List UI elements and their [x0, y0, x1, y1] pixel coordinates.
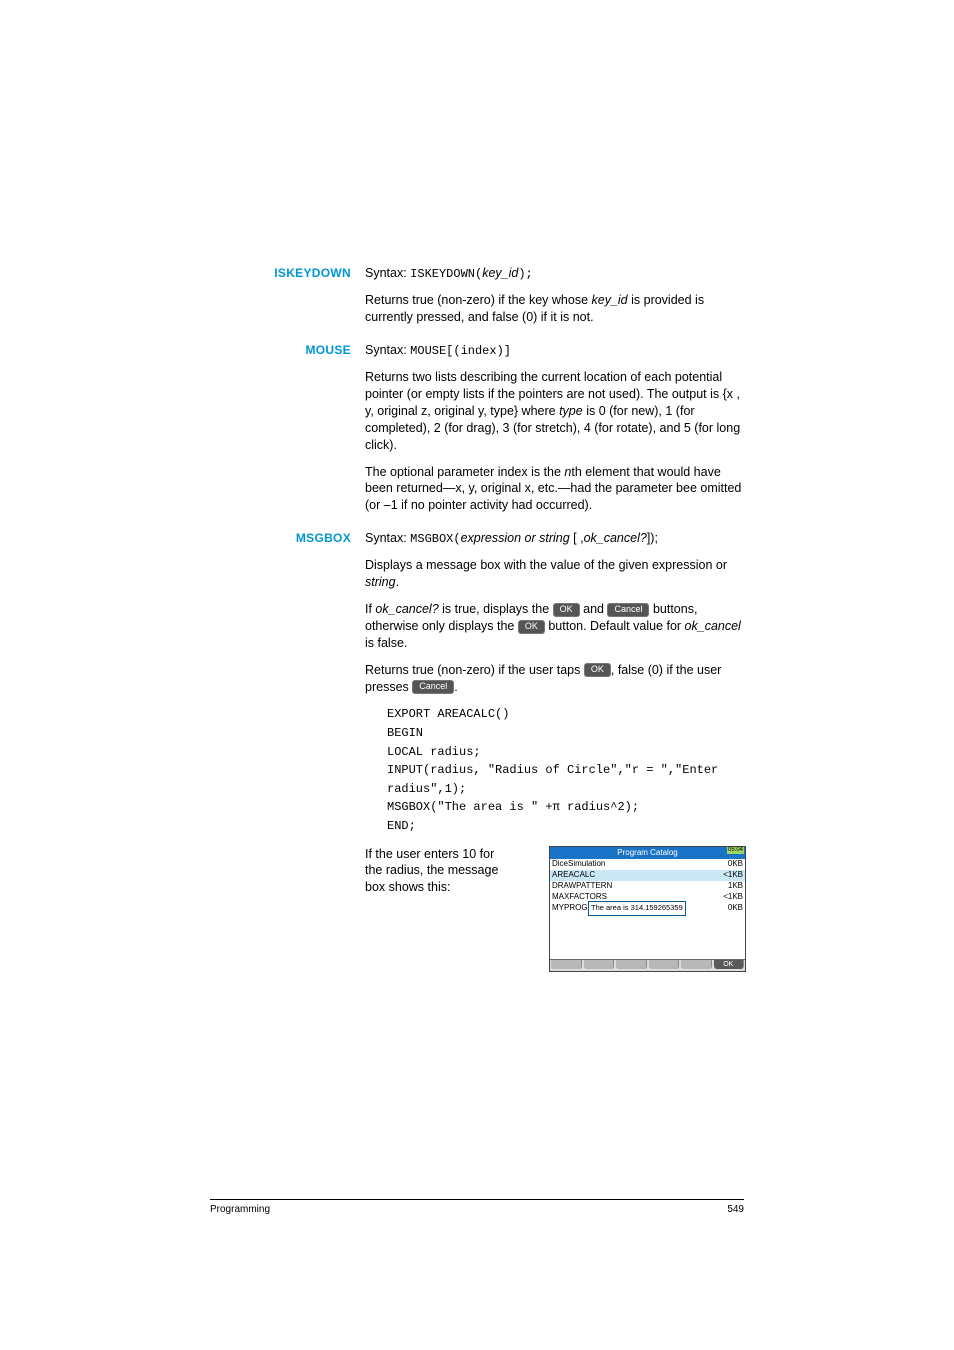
page-footer: Programming 549: [210, 1199, 744, 1215]
msgbox-p3: Returns true (non-zero) if the user taps…: [365, 662, 744, 696]
msgbox-result: If the user enters 10 for the radius, th…: [365, 846, 515, 897]
ok-button-icon: OK: [584, 663, 611, 677]
list-item: DiceSimulation0KB: [550, 859, 745, 870]
mouse-p1: Returns two lists describing the current…: [365, 369, 744, 453]
ok-button-icon: OK: [518, 620, 545, 634]
cancel-button-icon: Cancel: [412, 680, 454, 694]
iskeydown-heading: ISKEYDOWN: [274, 266, 351, 280]
mouse-syntax: Syntax: MOUSE[(index)]: [365, 342, 744, 359]
iskeydown-syntax: Syntax: ISKEYDOWN(key_id);: [365, 265, 744, 282]
soft-key-bar: OK: [550, 959, 745, 971]
msgbox-p2: If ok_cancel? is true, displays the OK a…: [365, 601, 744, 652]
page-number: 549: [727, 1204, 744, 1215]
clock-icon: 05:04: [727, 847, 744, 854]
iskeydown-desc: Returns true (non-zero) if the key whose…: [365, 292, 744, 326]
cancel-button-icon: Cancel: [607, 603, 649, 617]
footer-section: Programming: [210, 1204, 270, 1215]
msgbox-code: EXPORT AREACALC() BEGIN LOCAL radius; IN…: [387, 705, 744, 835]
msgbox-heading: MSGBOX: [296, 531, 351, 545]
shot-titlebar: Program Catalog 05:04: [550, 847, 745, 860]
mouse-p2: The optional parameter index is the nth …: [365, 464, 744, 515]
list-item: DRAWPATTERN1KB: [550, 881, 745, 892]
ok-button-icon: OK: [553, 603, 580, 617]
msgbox-p1: Displays a message box with the value of…: [365, 557, 744, 591]
calculator-screenshot: Program Catalog 05:04 DiceSimulation0KB …: [549, 846, 744, 973]
message-popup: The area is 314.159265359: [588, 901, 686, 915]
ok-softkey: OK: [714, 960, 745, 969]
msgbox-syntax: Syntax: MSGBOX(expression or string [ ,o…: [365, 530, 744, 547]
mouse-heading: MOUSE: [305, 343, 351, 357]
list-item: AREACALC<1KB: [550, 870, 745, 881]
